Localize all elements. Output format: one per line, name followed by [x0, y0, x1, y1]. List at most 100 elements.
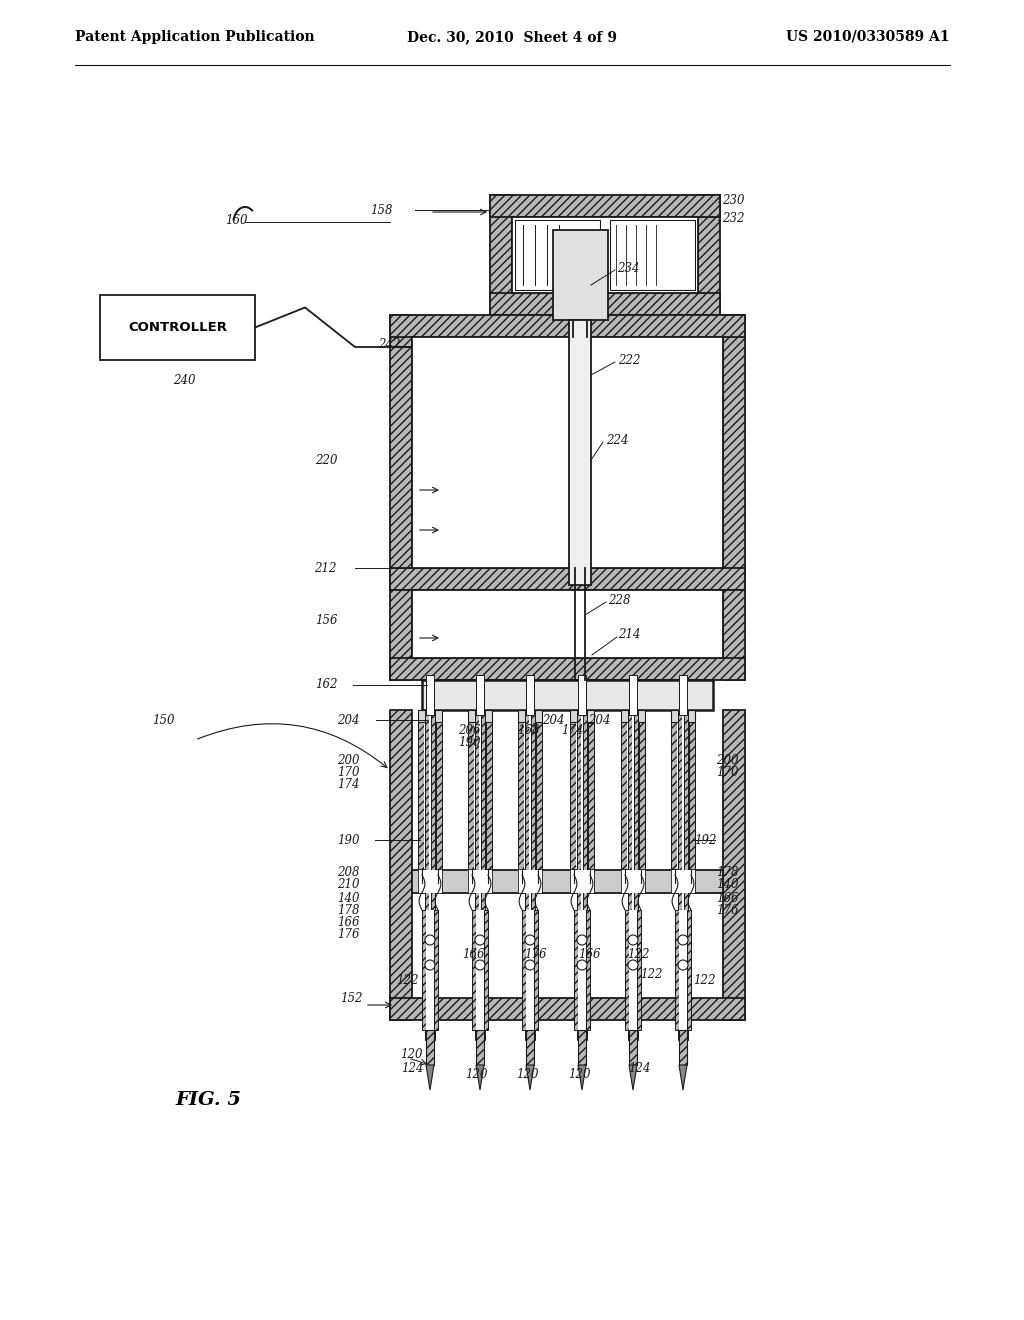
Bar: [512, 216, 698, 293]
Bar: [426, 909, 434, 1030]
Bar: [468, 710, 492, 722]
Bar: [581, 710, 583, 1040]
Text: 174: 174: [337, 777, 359, 791]
Bar: [578, 1030, 586, 1065]
Bar: [476, 1030, 484, 1065]
Bar: [418, 710, 424, 875]
Bar: [671, 870, 695, 894]
Circle shape: [525, 935, 535, 945]
Bar: [418, 710, 442, 722]
Bar: [723, 315, 745, 590]
Bar: [625, 909, 629, 1030]
Text: 150: 150: [152, 714, 174, 726]
Text: 240: 240: [173, 374, 196, 387]
Bar: [390, 590, 412, 680]
Text: 242: 242: [378, 338, 400, 351]
Bar: [629, 675, 637, 715]
Bar: [422, 909, 426, 1030]
Text: 190: 190: [337, 833, 359, 846]
Bar: [687, 909, 691, 1030]
Text: 158: 158: [370, 203, 392, 216]
Text: 166: 166: [578, 949, 600, 961]
Bar: [575, 710, 588, 875]
Bar: [425, 710, 429, 1040]
Text: 120: 120: [400, 1048, 423, 1061]
Bar: [490, 293, 720, 315]
Text: 192: 192: [694, 833, 717, 846]
Bar: [474, 710, 486, 875]
Text: Dec. 30, 2010  Sheet 4 of 9: Dec. 30, 2010 Sheet 4 of 9: [407, 30, 617, 44]
Bar: [639, 710, 645, 875]
Bar: [431, 710, 435, 1040]
Bar: [621, 710, 645, 722]
Text: 220: 220: [315, 454, 338, 466]
Text: 178: 178: [337, 903, 359, 916]
Circle shape: [628, 935, 638, 945]
Bar: [677, 710, 689, 875]
Bar: [479, 710, 481, 1040]
Bar: [621, 710, 627, 875]
Circle shape: [475, 935, 485, 945]
Bar: [632, 710, 634, 1040]
Bar: [468, 710, 474, 875]
Bar: [583, 710, 587, 1040]
Text: 122: 122: [627, 949, 649, 961]
Bar: [526, 675, 534, 715]
Text: 170: 170: [716, 766, 738, 779]
Bar: [518, 870, 542, 894]
Bar: [689, 710, 695, 875]
Polygon shape: [476, 1065, 484, 1090]
Bar: [671, 710, 695, 722]
Bar: [588, 710, 594, 875]
Bar: [536, 710, 542, 875]
Bar: [390, 657, 745, 680]
Bar: [526, 1030, 534, 1065]
Bar: [578, 909, 586, 1030]
Bar: [570, 870, 594, 894]
Text: 204: 204: [337, 714, 359, 726]
Text: 120: 120: [568, 1068, 591, 1081]
Bar: [553, 230, 607, 319]
Circle shape: [678, 960, 688, 970]
Bar: [436, 710, 442, 875]
Bar: [434, 909, 438, 1030]
Bar: [531, 710, 535, 1040]
Text: 160: 160: [225, 214, 248, 227]
Text: 190: 190: [458, 735, 480, 748]
Text: 214: 214: [618, 628, 640, 642]
Text: 140: 140: [716, 879, 738, 891]
Text: 166: 166: [716, 891, 738, 904]
Bar: [610, 220, 695, 290]
Text: FIG. 5: FIG. 5: [175, 1092, 241, 1109]
Bar: [468, 870, 492, 894]
Text: 162: 162: [315, 678, 338, 692]
Bar: [525, 710, 529, 1040]
Text: 224: 224: [606, 433, 629, 446]
Bar: [637, 909, 641, 1030]
Bar: [426, 675, 434, 715]
Text: 140: 140: [337, 891, 359, 904]
Bar: [390, 315, 412, 590]
Bar: [578, 675, 586, 715]
Polygon shape: [426, 1065, 434, 1090]
Text: 206: 206: [458, 723, 480, 737]
Text: 208: 208: [337, 866, 359, 879]
Bar: [627, 710, 639, 875]
Text: 200: 200: [337, 754, 359, 767]
Text: 124: 124: [401, 1061, 424, 1074]
Bar: [418, 870, 442, 894]
Bar: [698, 195, 720, 315]
Text: US 2010/0330589 A1: US 2010/0330589 A1: [786, 30, 950, 44]
Bar: [679, 1030, 687, 1065]
Bar: [476, 675, 484, 715]
Bar: [723, 590, 745, 680]
Text: 178: 178: [716, 866, 738, 879]
Polygon shape: [679, 1065, 687, 1090]
Bar: [629, 909, 637, 1030]
Bar: [586, 909, 590, 1030]
Bar: [723, 710, 745, 1020]
Bar: [682, 710, 684, 1040]
Text: 152: 152: [340, 991, 362, 1005]
Circle shape: [577, 960, 587, 970]
Bar: [628, 710, 632, 1040]
